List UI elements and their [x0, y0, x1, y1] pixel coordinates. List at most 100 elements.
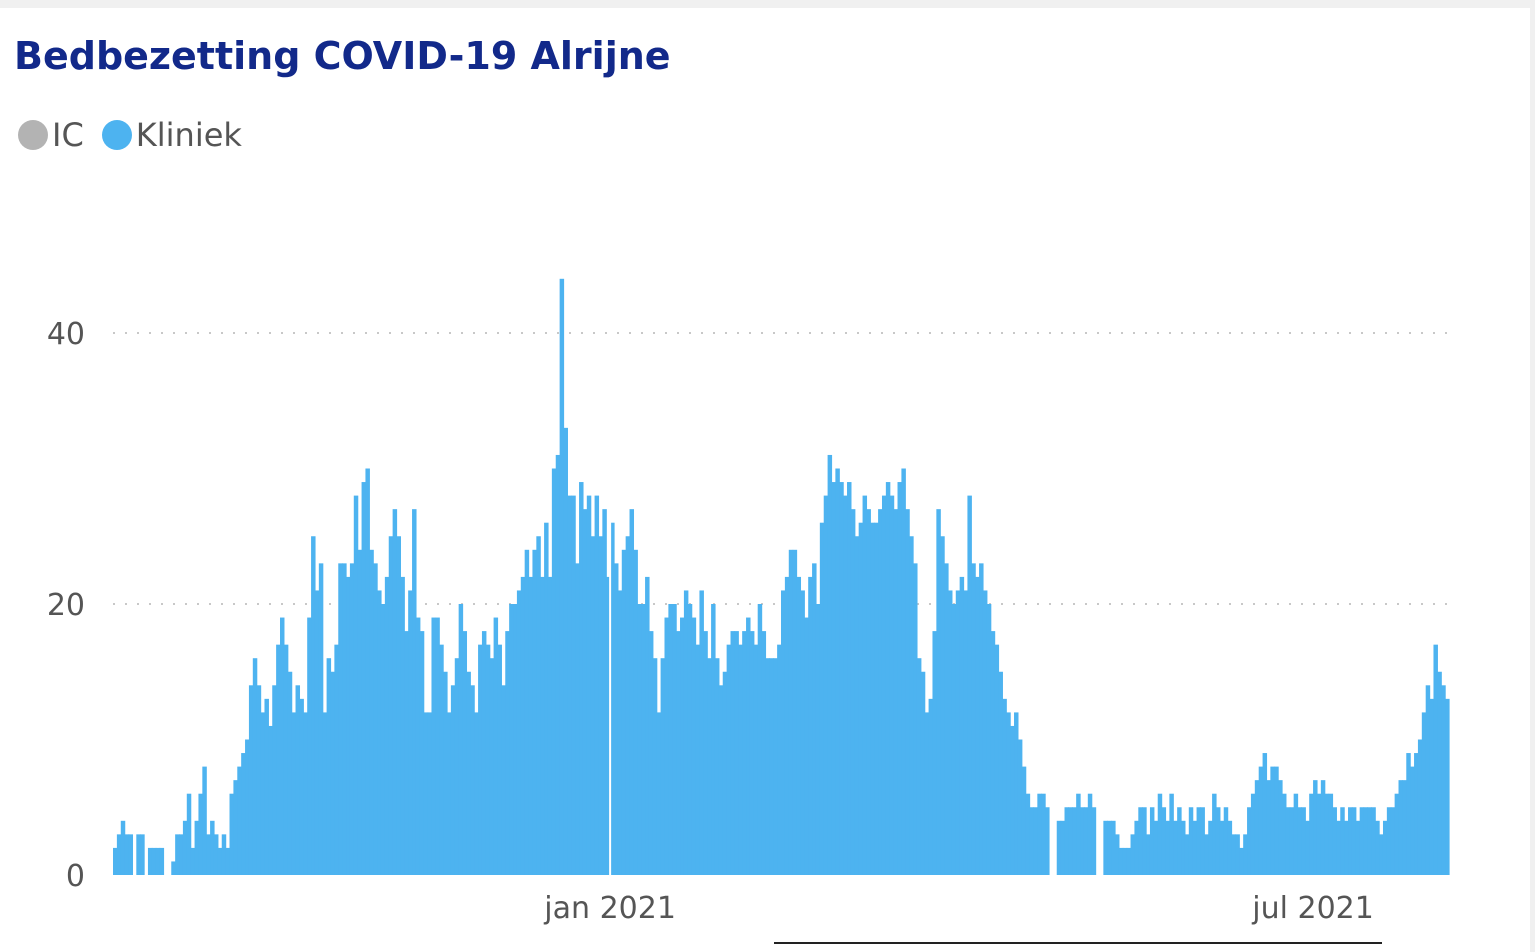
kliniek-bar[interactable] — [388, 536, 394, 875]
kliniek-bar[interactable] — [936, 509, 941, 875]
kliniek-bar[interactable] — [1212, 793, 1217, 875]
kliniek-bar[interactable] — [1231, 834, 1236, 875]
kliniek-bar[interactable] — [862, 495, 868, 875]
kliniek-bar[interactable] — [497, 644, 502, 875]
kliniek-bar[interactable] — [470, 685, 475, 875]
kliniek-bar[interactable] — [1021, 766, 1027, 875]
kliniek-bar[interactable] — [396, 536, 401, 875]
kliniek-bar[interactable] — [1200, 807, 1205, 875]
legend-item-ic[interactable]: IC — [18, 116, 84, 154]
kliniek-bar[interactable] — [384, 576, 390, 875]
kliniek-bar[interactable] — [474, 712, 479, 875]
kliniek-bar[interactable] — [151, 847, 157, 875]
kliniek-bar[interactable] — [765, 658, 770, 875]
kliniek-bar[interactable] — [742, 631, 747, 875]
kliniek-bar[interactable] — [866, 509, 871, 875]
kliniek-bar[interactable] — [1181, 820, 1186, 875]
kliniek-bar[interactable] — [769, 658, 774, 875]
kliniek-bar[interactable] — [532, 549, 537, 875]
kliniek-bar[interactable] — [986, 604, 992, 875]
kliniek-bar[interactable] — [318, 563, 324, 875]
kliniek-bar[interactable] — [668, 604, 673, 875]
kliniek-bar[interactable] — [528, 576, 534, 875]
kliniek-bar[interactable] — [295, 685, 301, 875]
kliniek-bar[interactable] — [757, 604, 763, 875]
kliniek-bar[interactable] — [804, 617, 809, 875]
kliniek-bar[interactable] — [194, 820, 200, 875]
kliniek-bar[interactable] — [334, 644, 339, 875]
kliniek-bar[interactable] — [683, 590, 689, 875]
kliniek-bar[interactable] — [784, 576, 790, 875]
kliniek-bar[interactable] — [377, 590, 382, 875]
kliniek-bar[interactable] — [1130, 834, 1136, 875]
kliniek-bar[interactable] — [524, 549, 530, 875]
kliniek-bar[interactable] — [1215, 807, 1221, 875]
kliniek-bar[interactable] — [155, 847, 161, 875]
kliniek-bar[interactable] — [730, 631, 735, 875]
kliniek-bar[interactable] — [1309, 793, 1314, 875]
kliniek-bar[interactable] — [781, 590, 786, 875]
kliniek-bar[interactable] — [1320, 780, 1326, 875]
kliniek-bar[interactable] — [800, 590, 805, 875]
kliniek-bar[interactable] — [979, 563, 984, 875]
kliniek-bar[interactable] — [1076, 793, 1081, 875]
kliniek-bar[interactable] — [1103, 820, 1108, 875]
kliniek-bar[interactable] — [225, 847, 231, 875]
kliniek-bar[interactable] — [1169, 793, 1174, 875]
kliniek-bar[interactable] — [808, 576, 813, 875]
kliniek-bar[interactable] — [408, 590, 413, 875]
kliniek-bar[interactable] — [948, 590, 953, 875]
kliniek-bar[interactable] — [1188, 807, 1194, 875]
kliniek-bar[interactable] — [1382, 820, 1388, 875]
kliniek-bar[interactable] — [1316, 793, 1322, 875]
kliniek-bar[interactable] — [625, 536, 631, 875]
kliniek-bar[interactable] — [124, 834, 130, 875]
kliniek-bar[interactable] — [280, 617, 285, 875]
kliniek-bar[interactable] — [419, 631, 425, 875]
kliniek-bar[interactable] — [481, 631, 487, 875]
kliniek-bar[interactable] — [753, 644, 759, 875]
kliniek-bar[interactable] — [637, 604, 642, 875]
kliniek-bar[interactable] — [353, 495, 359, 875]
kliniek-bar[interactable] — [1087, 793, 1093, 875]
kliniek-bar[interactable] — [676, 631, 681, 875]
kliniek-bar[interactable] — [349, 563, 355, 875]
kliniek-bar[interactable] — [462, 631, 468, 875]
kliniek-bar[interactable] — [245, 739, 250, 876]
kliniek-bar[interactable] — [1386, 807, 1392, 875]
kliniek-bar[interactable] — [1064, 807, 1069, 875]
kliniek-bar[interactable] — [171, 861, 176, 875]
kliniek-bar[interactable] — [1153, 820, 1159, 875]
kliniek-bar[interactable] — [1437, 671, 1442, 875]
kliniek-bar[interactable] — [1398, 780, 1403, 875]
kliniek-bar[interactable] — [1332, 807, 1337, 875]
kliniek-bar[interactable] — [920, 671, 926, 875]
kliniek-bar[interactable] — [1375, 820, 1380, 875]
kliniek-bar[interactable] — [1270, 766, 1275, 875]
kliniek-bar[interactable] — [994, 644, 1000, 875]
kliniek-bar[interactable] — [582, 509, 588, 875]
kliniek-bar[interactable] — [120, 820, 126, 875]
kliniek-bar[interactable] — [746, 617, 751, 875]
kliniek-bar[interactable] — [1107, 820, 1112, 875]
kliniek-bar[interactable] — [571, 495, 576, 875]
kliniek-bar[interactable] — [617, 590, 623, 875]
kliniek-bar[interactable] — [113, 847, 118, 875]
kliniek-bar[interactable] — [1219, 820, 1225, 875]
kliniek-bar[interactable] — [959, 576, 965, 875]
kliniek-bar[interactable] — [241, 753, 246, 875]
kliniek-bar[interactable] — [1029, 807, 1035, 875]
kliniek-bar[interactable] — [831, 482, 836, 875]
kliniek-bar[interactable] — [1340, 807, 1345, 875]
kliniek-bar[interactable] — [1165, 820, 1170, 875]
kliniek-bar[interactable] — [217, 847, 223, 875]
kliniek-bar[interactable] — [1285, 807, 1291, 875]
kliniek-bar[interactable] — [299, 698, 304, 875]
kliniek-bar[interactable] — [652, 658, 658, 875]
kliniek-bar[interactable] — [1142, 807, 1147, 875]
kliniek-bar[interactable] — [326, 658, 332, 875]
kliniek-bar[interactable] — [738, 644, 743, 875]
kliniek-bar[interactable] — [1111, 820, 1116, 875]
kliniek-bar[interactable] — [563, 427, 568, 875]
kliniek-bar[interactable] — [1262, 753, 1268, 875]
